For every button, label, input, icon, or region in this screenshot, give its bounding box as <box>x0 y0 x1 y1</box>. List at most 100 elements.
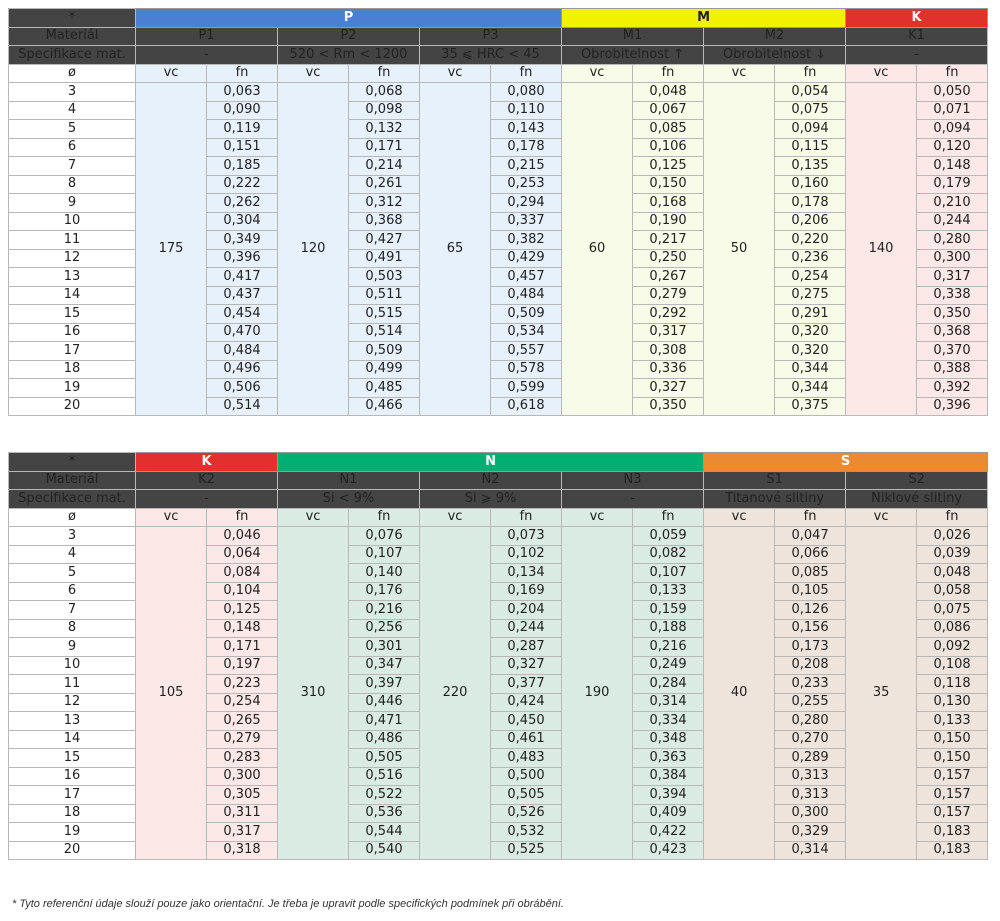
spec-m1: Obrobitelnost ↑ <box>561 45 705 65</box>
cutting-data-table-1: * P M K Materiál P1 P2 P3 M1 M2 K1 Specifikace mat.… <box>8 8 989 416</box>
group-row: * P M K <box>8 8 989 28</box>
fn-value: 0,301 <box>348 637 421 657</box>
fn-value: 0,236 <box>774 248 847 268</box>
fn-value: 0,223 <box>205 674 279 694</box>
fn-header: fn <box>348 63 420 83</box>
cutting-data-table-2: * K N S Materiál K2 N1 N2 N3 S1 S2 Specifikace mat.… <box>8 452 989 860</box>
spec-label: Specifikace mat. <box>8 45 136 65</box>
diameter-cell: 17 <box>8 785 136 805</box>
fn-value: 0,370 <box>916 341 989 361</box>
diameter-cell: 15 <box>8 748 136 768</box>
table-row: 14 0,279 0,486 0,461 0,348 0,270 0,150 <box>8 729 989 749</box>
fn-header: fn <box>205 507 279 527</box>
spec-s1: Titanové slitiny <box>703 489 847 509</box>
diameter-cell: 13 <box>8 267 136 287</box>
fn-value: 0,233 <box>774 674 847 694</box>
fn-value: 0,094 <box>774 119 847 139</box>
fn-value: 0,318 <box>205 840 279 860</box>
fn-value: 0,466 <box>348 396 420 416</box>
fn-value: 0,320 <box>774 322 847 342</box>
fn-value: 0,130 <box>916 692 989 712</box>
fn-value: 0,108 <box>916 655 989 675</box>
table-row: 13 0,265 0,471 0,450 0,334 0,280 0,133 <box>8 711 989 731</box>
fn-value: 0,126 <box>774 600 847 620</box>
material-n3: N3 <box>561 470 705 490</box>
fn-value: 0,294 <box>489 193 563 213</box>
fn-value: 0,311 <box>205 803 279 823</box>
fn-value: 0,429 <box>489 248 563 268</box>
table-row: 10 0,304 0,368 0,337 0,190 0,206 0,244 <box>8 211 989 231</box>
fn-value: 0,151 <box>206 137 278 157</box>
fn-value: 0,140 <box>348 563 421 583</box>
diameter-cell: 17 <box>8 341 136 361</box>
vc-header: vc <box>419 507 492 527</box>
fn-value: 0,267 <box>632 267 705 287</box>
fn-value: 0,104 <box>205 581 279 601</box>
diameter-cell: 8 <box>8 174 136 194</box>
table-row: 12 0,396 0,491 0,429 0,250 0,236 0,300 <box>8 248 989 268</box>
fn-value: 0,511 <box>348 285 420 305</box>
fn-value: 0,106 <box>632 137 705 157</box>
diameter-cell: 14 <box>8 285 136 305</box>
diameter-cell: 12 <box>8 248 136 268</box>
material-k1: K1 <box>845 26 989 46</box>
diameter-cell: 7 <box>8 600 136 620</box>
vc-header: vc <box>845 63 918 83</box>
fn-value: 0,063 <box>206 82 278 102</box>
fn-value: 0,217 <box>632 230 705 250</box>
vc-value-n1: 310 <box>277 526 350 860</box>
fn-value: 0,503 <box>348 267 420 287</box>
fn-value: 0,125 <box>632 156 705 176</box>
group-header-k: K <box>134 452 279 472</box>
fn-value: 0,255 <box>774 692 847 712</box>
fn-value: 0,098 <box>348 100 420 120</box>
fn-value: 0,215 <box>489 156 563 176</box>
fn-value: 0,540 <box>348 840 421 860</box>
fn-value: 0,249 <box>632 655 705 675</box>
table-row: 13 0,417 0,503 0,457 0,267 0,254 0,317 <box>8 267 989 287</box>
fn-value: 0,305 <box>205 785 279 805</box>
fn-value: 0,068 <box>348 82 420 102</box>
fn-value: 0,047 <box>774 526 847 546</box>
vc-value-p1: 175 <box>135 82 207 416</box>
fn-value: 0,050 <box>916 82 989 102</box>
material-row: Materiál K2 N1 N2 N3 S1 S2 <box>8 470 989 490</box>
diameter-cell: 13 <box>8 711 136 731</box>
spec-p3: 35 ⩽ HRC < 45 <box>418 45 563 65</box>
fn-value: 0,265 <box>205 711 279 731</box>
fn-value: 0,148 <box>205 618 279 638</box>
table-row: 8 0,148 0,256 0,244 0,188 0,156 0,086 <box>8 618 989 638</box>
fn-value: 0,515 <box>348 304 420 324</box>
fn-value: 0,344 <box>774 378 847 398</box>
fn-value: 0,183 <box>916 840 989 860</box>
fn-value: 0,169 <box>490 581 563 601</box>
fn-value: 0,317 <box>205 822 279 842</box>
fn-value: 0,514 <box>348 322 420 342</box>
fn-value: 0,283 <box>205 748 279 768</box>
diameter-cell: 6 <box>8 137 136 157</box>
vc-header: vc <box>277 63 349 83</box>
diameter-cell: 5 <box>8 563 136 583</box>
fn-value: 0,338 <box>916 285 989 305</box>
fn-value: 0,143 <box>489 119 563 139</box>
table-row: 9 0,262 0,312 0,294 0,168 0,178 0,210 <box>8 193 989 213</box>
table-row: 19 0,506 0,485 0,599 0,327 0,344 0,392 <box>8 378 989 398</box>
fn-value: 0,368 <box>348 211 420 231</box>
spec-s2: Niklové slitiny <box>845 489 989 509</box>
fn-value: 0,500 <box>490 766 563 786</box>
fn-value: 0,312 <box>348 193 420 213</box>
fn-value: 0,308 <box>632 341 705 361</box>
fn-value: 0,522 <box>348 785 421 805</box>
fn-value: 0,107 <box>632 563 705 583</box>
group-header-p: P <box>134 8 563 28</box>
fn-value: 0,336 <box>632 359 705 379</box>
fn-header: fn <box>348 507 421 527</box>
material-label: Materiál <box>8 26 136 46</box>
fn-value: 0,417 <box>206 267 278 287</box>
fn-value: 0,377 <box>490 674 563 694</box>
fn-value: 0,327 <box>490 655 563 675</box>
table-row: 11 0,223 0,397 0,377 0,284 0,233 0,118 <box>8 674 989 694</box>
diameter-cell: 16 <box>8 766 136 786</box>
fn-header: fn <box>774 507 847 527</box>
fn-value: 0,250 <box>632 248 705 268</box>
